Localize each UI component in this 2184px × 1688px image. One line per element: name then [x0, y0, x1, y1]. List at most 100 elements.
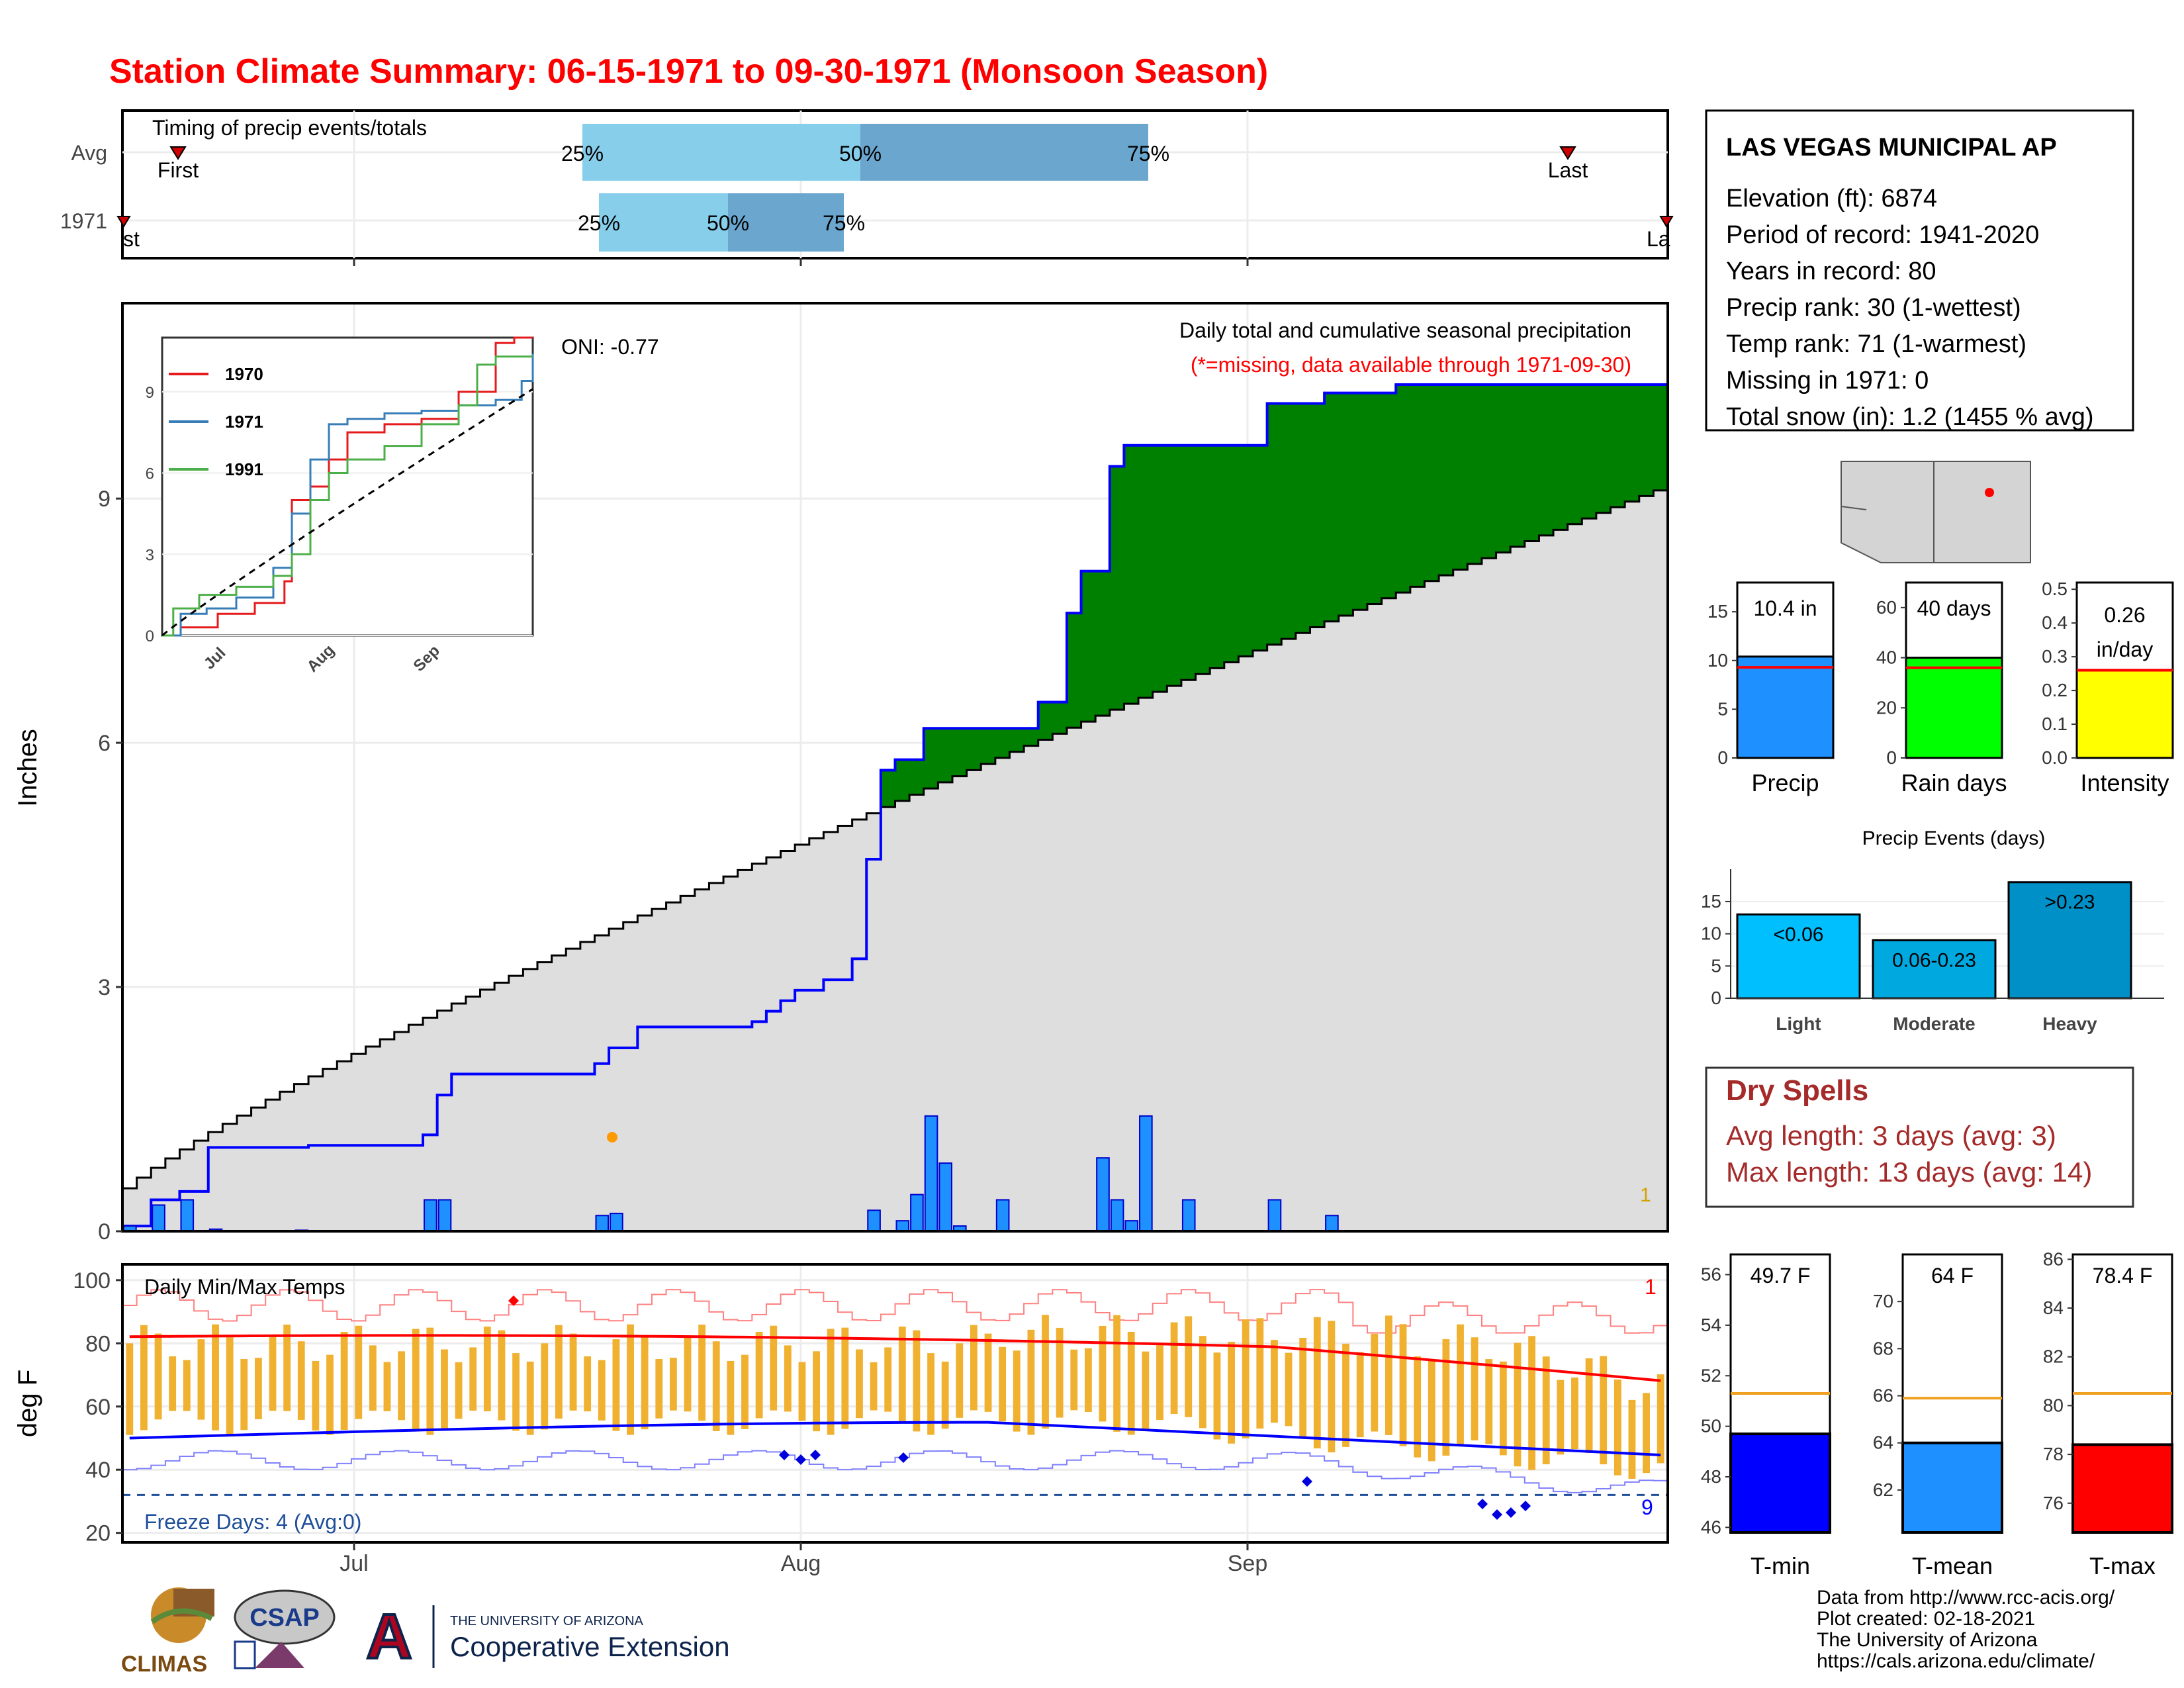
tmean-bar — [1901, 1441, 2003, 1534]
temp-summary-ytick-label: 56 — [1701, 1264, 1721, 1285]
avg-tmin-line — [129, 1421, 1661, 1456]
record-low-marker — [796, 1454, 806, 1465]
precip-ylabel: Inches — [13, 729, 42, 807]
daily-precip-bar — [610, 1213, 623, 1232]
station-line-period: Period of record: 1941-2020 — [1726, 221, 2039, 249]
temp-summary-ytick-label: 80 — [2043, 1395, 2064, 1415]
avg-first-marker — [169, 146, 187, 160]
daily-temp-bar — [1199, 1336, 1206, 1429]
daily-temp-bar — [1084, 1348, 1092, 1412]
avg-timing-bar-high — [860, 124, 1148, 181]
daily-temp-bar — [941, 1361, 949, 1429]
station-name: LAS VEGAS MUNICIPAL AP — [1726, 134, 2057, 162]
daily-temp-bar — [1027, 1329, 1035, 1435]
avg-timing-bar-low — [582, 124, 860, 181]
daily-temp-bar — [784, 1345, 792, 1412]
daily-temp-bar — [126, 1343, 134, 1435]
daily-temp-bar — [1485, 1359, 1493, 1444]
anomaly-segment — [1481, 384, 1497, 559]
anomaly-segment — [1253, 445, 1268, 651]
daily-precip-bars — [123, 1115, 1339, 1233]
precip-event-category: Light — [1776, 1013, 1821, 1034]
daily-temp-bar — [727, 1360, 735, 1435]
anomaly-segment — [1324, 393, 1340, 622]
temp-xtick-jul: Jul — [340, 1551, 368, 1576]
daily-precip-bar — [1124, 1220, 1139, 1232]
summary-ytick-label: 0.5 — [2042, 579, 2068, 599]
daily-temp-bar — [970, 1325, 978, 1411]
anomaly-segment — [981, 728, 996, 765]
y1971-timing-bar-low — [599, 193, 728, 252]
anomaly-segment — [1238, 445, 1253, 657]
anomaly-segment — [1167, 445, 1182, 686]
tmin-bar — [1729, 1432, 1831, 1534]
anomaly-segment — [1410, 384, 1425, 587]
record-low-marker — [898, 1452, 909, 1463]
anomaly-segment — [1396, 384, 1411, 593]
precip-event-bar — [2007, 881, 2132, 1000]
season-summary-bars: 0 5 10 15 Precip 10.4 in 0 20 40 60 Rain days 40 da… — [1707, 579, 2174, 796]
daily-temp-bar — [1070, 1349, 1078, 1411]
anomaly-segment — [1596, 384, 1612, 513]
temp-summary-ytick-label: 62 — [1873, 1479, 1893, 1500]
daily-temp-bar — [927, 1353, 934, 1435]
daily-temp-bar — [312, 1360, 320, 1430]
daily-temp-bar — [669, 1358, 677, 1411]
rain_days-bar — [1905, 657, 2003, 759]
dry-spells-avg: Avg length: 3 days (avg: 3) — [1726, 1120, 2056, 1151]
daily-temp-bar — [698, 1325, 706, 1421]
climas-logo: CLIMAS — [121, 1587, 214, 1677]
daily-temp-bar — [712, 1341, 720, 1431]
anomaly-segment — [1095, 571, 1111, 716]
station-line-precip-rank: Precip rank: 30 (1-wettest) — [1726, 294, 2021, 322]
events-ytick-label: 5 — [1711, 955, 1721, 976]
daily-precip-bar — [1096, 1157, 1110, 1232]
tmin-value: 49.7 F — [1751, 1264, 1811, 1288]
daily-temp-bar — [154, 1333, 162, 1420]
daily-temp-bar — [212, 1324, 219, 1430]
anomaly-segment — [1295, 403, 1310, 633]
ytick-label: 6 — [98, 731, 111, 756]
anomaly-segment — [1353, 393, 1368, 610]
anomaly-segment — [1195, 445, 1210, 675]
daily-temp-bar — [1156, 1345, 1163, 1421]
summary-ytick-label: 0 — [1717, 747, 1728, 768]
tmax-label: T-max — [2089, 1552, 2156, 1579]
daily-temp-bar — [1328, 1321, 1336, 1453]
daily-temp-bar — [269, 1335, 277, 1411]
daily-temp-bar — [1471, 1337, 1479, 1440]
anomaly-segment — [1152, 445, 1167, 692]
precip-right-marker: 1 — [1640, 1184, 1651, 1206]
summary-ytick-label: 0.3 — [2042, 646, 2068, 667]
anomaly-segment — [1653, 384, 1668, 491]
daily-temp-bar — [426, 1327, 434, 1435]
precip-area-layers — [122, 383, 1668, 1231]
inset-ytick: 9 — [146, 384, 154, 402]
svg-text:CSAP: CSAP — [250, 1604, 320, 1632]
anomaly-segment — [1281, 403, 1297, 639]
anomaly-segment — [1138, 445, 1154, 698]
y1971-first-marker — [116, 216, 131, 228]
inset-series-line — [162, 353, 534, 637]
station-line-elevation: Elevation (ft): 6874 — [1726, 185, 1937, 212]
daily-temp-bar — [984, 1333, 992, 1412]
tmax-bar — [2071, 1443, 2173, 1534]
daily-temp-bar — [412, 1329, 420, 1431]
daily-temp-bar — [1499, 1361, 1507, 1456]
daily-temp-bar — [612, 1339, 620, 1431]
daily-temp-bar — [254, 1358, 262, 1419]
daily-precip-bar — [1181, 1199, 1196, 1232]
anomaly-segment — [1367, 393, 1383, 604]
anomaly-segment — [1553, 384, 1569, 530]
precip-event-bar-label: <0.06 — [1774, 923, 1824, 945]
anomaly-segment — [1081, 571, 1096, 722]
tmin-label: T-min — [1751, 1552, 1810, 1579]
temp-summary-ytick-label: 84 — [2043, 1297, 2064, 1318]
summary-ytick-label: 0.2 — [2042, 680, 2068, 700]
credit-line-1: Data from http://www.rcc-acis.org/ — [1817, 1587, 2115, 1609]
daily-precip-bar — [995, 1199, 1010, 1232]
dry-spells-title: Dry Spells — [1726, 1074, 1868, 1107]
temp-ytick-label: 60 — [85, 1395, 111, 1420]
daily-temp-bar — [1542, 1356, 1550, 1465]
